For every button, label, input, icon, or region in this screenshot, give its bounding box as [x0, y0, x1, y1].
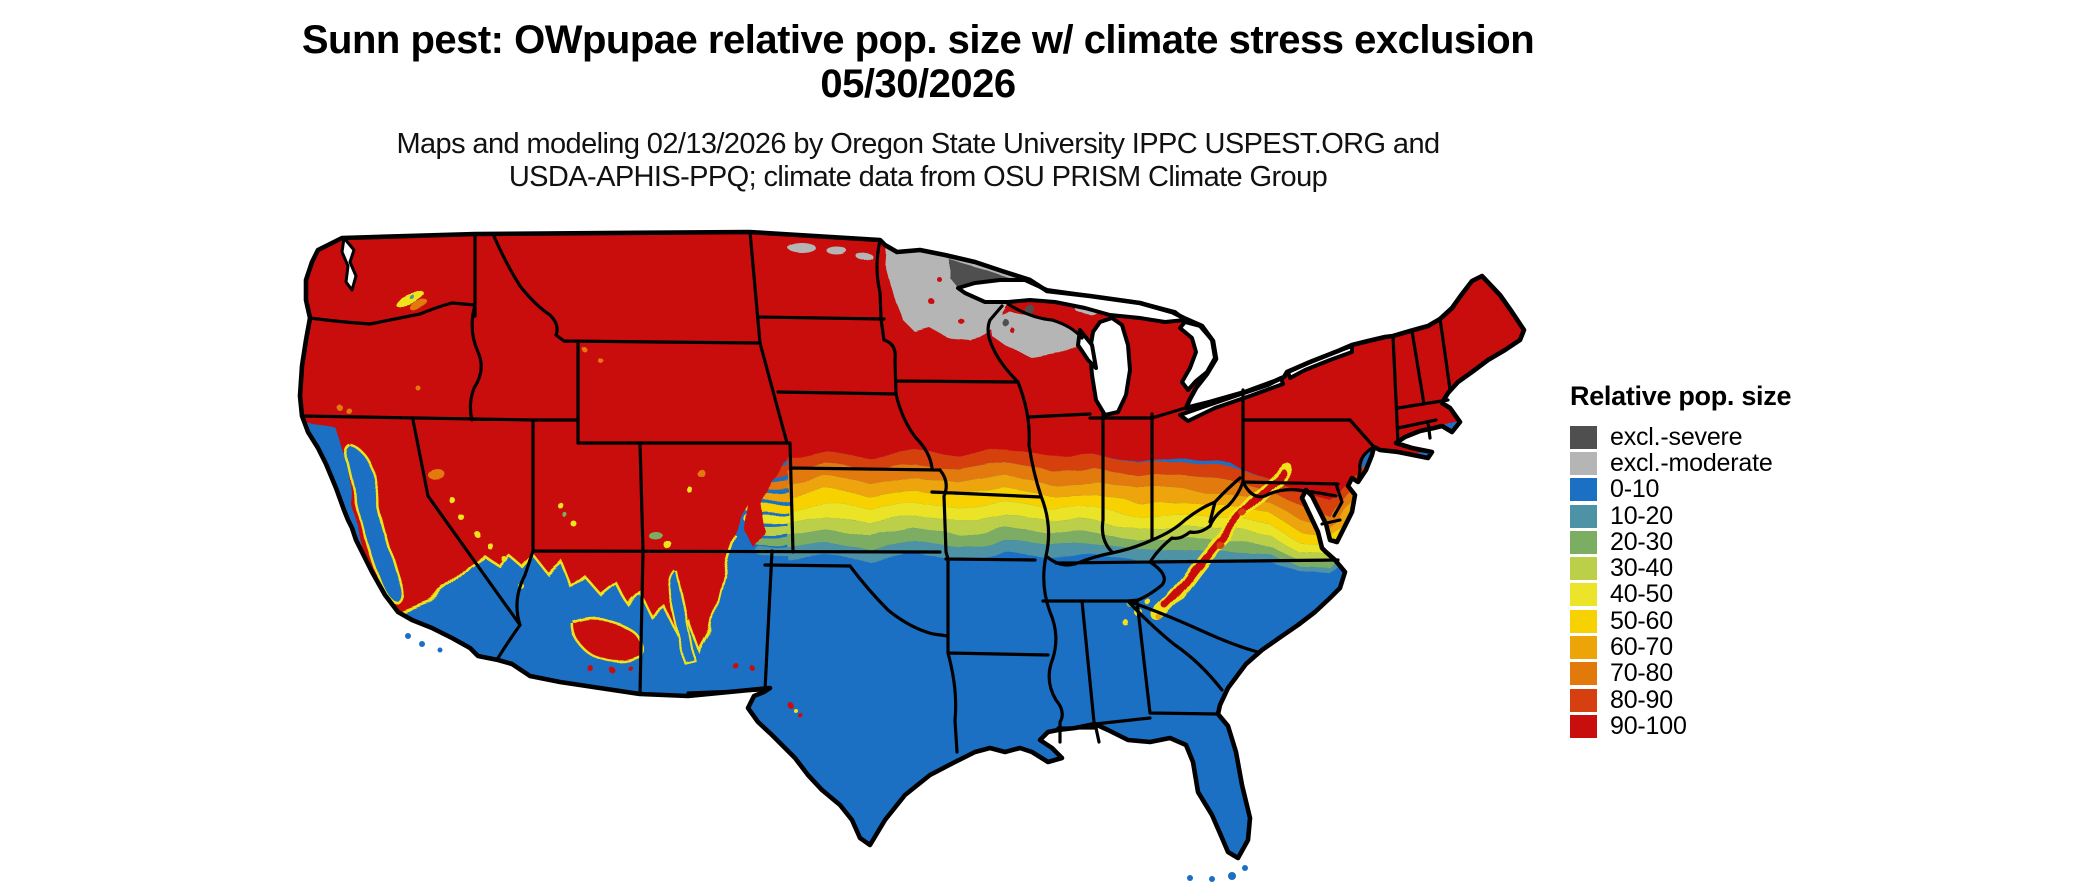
legend-item: 50-60 [1570, 606, 1791, 635]
legend-label: 40-50 [1610, 580, 1673, 609]
legend-label: excl.-severe [1610, 422, 1743, 451]
legend-label: 30-40 [1610, 554, 1673, 583]
legend-swatch [1570, 557, 1597, 581]
legend-label: 70-80 [1610, 659, 1673, 688]
legend-swatch [1570, 636, 1597, 660]
legend-swatch [1570, 478, 1597, 502]
legend-label: 10-20 [1610, 501, 1673, 530]
legend-item: 30-40 [1570, 554, 1791, 583]
legend-swatch [1570, 583, 1597, 607]
legend-label: 60-70 [1610, 633, 1673, 662]
legend-swatch [1570, 451, 1597, 475]
legend-swatch [1570, 530, 1597, 554]
map-header: Sunn pest: OWpupae relative pop. size w/… [0, 18, 1836, 194]
legend-swatch [1570, 688, 1597, 712]
legend-item: excl.-moderate [1570, 448, 1791, 477]
legend-item: 40-50 [1570, 580, 1791, 609]
legend-swatch [1570, 714, 1597, 738]
legend-swatch [1570, 662, 1597, 686]
legend-swatch [1570, 609, 1597, 633]
legend-label: excl.-moderate [1610, 448, 1773, 477]
offshore-islands [405, 633, 1248, 882]
legend-item: 80-90 [1570, 685, 1791, 714]
legend-item: 0-10 [1570, 475, 1791, 504]
legend-item: 70-80 [1570, 659, 1791, 688]
state-borders [300, 230, 1452, 754]
legend-label: 80-90 [1610, 685, 1673, 714]
legend-label: 90-100 [1610, 711, 1687, 740]
legend-rows: excl.-severe excl.-moderate 0-10 10-20 2… [1570, 422, 1791, 740]
legend-label: 20-30 [1610, 527, 1673, 556]
legend-title: Relative pop. size [1570, 381, 1792, 411]
legend-item: 60-70 [1570, 633, 1791, 662]
conus-outline [297, 229, 1527, 861]
legend-swatch [1570, 425, 1597, 449]
map-credits-line1: Maps and modeling 02/13/2026 by Oregon S… [396, 128, 1440, 160]
legend-item: 10-20 [1570, 501, 1791, 530]
legend-item: excl.-severe [1570, 422, 1791, 451]
map-credits-line2: USDA-APHIS-PPQ; climate data from OSU PR… [508, 161, 1328, 193]
legend: Relative pop. size excl.-severe excl.-mo… [1570, 381, 1791, 740]
map-title: Sunn pest: OWpupae relative pop. size w/… [301, 18, 1535, 62]
legend-item: 90-100 [1570, 711, 1791, 740]
legend-label: 50-60 [1610, 606, 1673, 635]
legend-item: 20-30 [1570, 527, 1791, 556]
map-date: 05/30/2026 [820, 62, 1016, 106]
legend-label: 0-10 [1610, 475, 1660, 504]
legend-swatch [1570, 504, 1597, 528]
map-credits: Maps and modeling 02/13/2026 by Oregon S… [0, 128, 1836, 194]
puget-sound [340, 236, 358, 292]
